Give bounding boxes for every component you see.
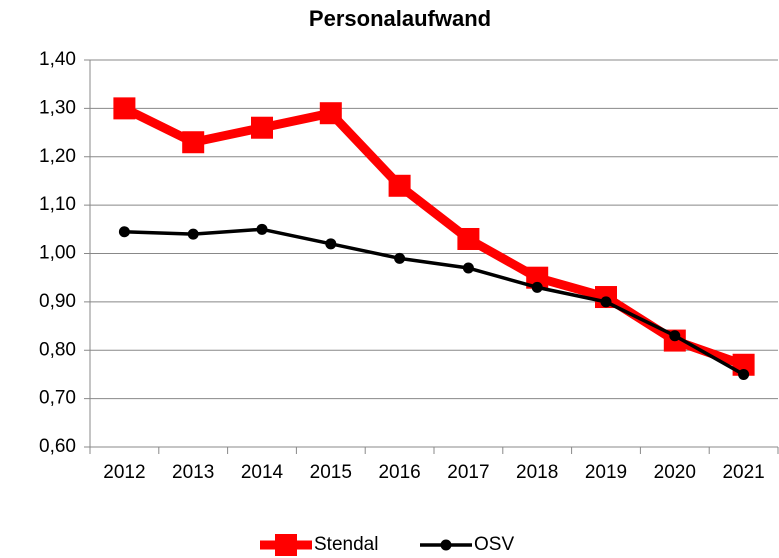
- x-tick-label: 2021: [722, 462, 764, 483]
- x-tick-label: 2012: [103, 462, 145, 483]
- x-tick-label: 2016: [378, 462, 420, 483]
- y-tick-label: 0,80: [39, 339, 76, 360]
- chart-title: Personalaufwand: [309, 6, 491, 31]
- series-line: [122, 104, 746, 370]
- y-tick-label: 1,30: [39, 97, 76, 118]
- marker: [738, 368, 750, 380]
- marker: [325, 238, 337, 250]
- x-tick-label: 2013: [172, 462, 214, 483]
- marker: [182, 131, 205, 154]
- marker: [457, 227, 480, 250]
- y-tick-label: 1,10: [39, 194, 76, 215]
- x-tick-label: 2015: [310, 462, 352, 483]
- legend-label: Stendal: [314, 534, 378, 555]
- legend-marker: [440, 539, 452, 551]
- marker: [600, 296, 612, 308]
- marker: [319, 102, 342, 125]
- x-tick-label: 2014: [241, 462, 284, 483]
- marker: [118, 226, 130, 238]
- marker: [462, 262, 474, 274]
- x-tick-label: 2020: [654, 462, 696, 483]
- x-tick-label: 2018: [516, 462, 558, 483]
- x-tick-label: 2017: [447, 462, 489, 483]
- marker: [113, 97, 136, 120]
- series-line: [124, 227, 745, 376]
- marker: [531, 281, 543, 293]
- marker: [669, 330, 681, 342]
- y-tick-label: 0,60: [39, 436, 76, 457]
- marker: [251, 116, 273, 139]
- y-tick-label: 0,70: [39, 388, 76, 409]
- marker: [256, 223, 268, 235]
- marker: [388, 174, 411, 197]
- y-tick-label: 1,20: [39, 146, 76, 167]
- x-tick-label: 2019: [585, 462, 627, 483]
- y-tick-label: 0,90: [39, 291, 76, 312]
- y-tick-label: 1,00: [39, 243, 76, 264]
- marker: [394, 252, 406, 264]
- y-tick-label: 1,40: [39, 49, 76, 70]
- legend-marker: [275, 534, 297, 556]
- legend-label: OSV: [474, 534, 514, 555]
- marker: [526, 266, 549, 289]
- marker: [187, 228, 199, 240]
